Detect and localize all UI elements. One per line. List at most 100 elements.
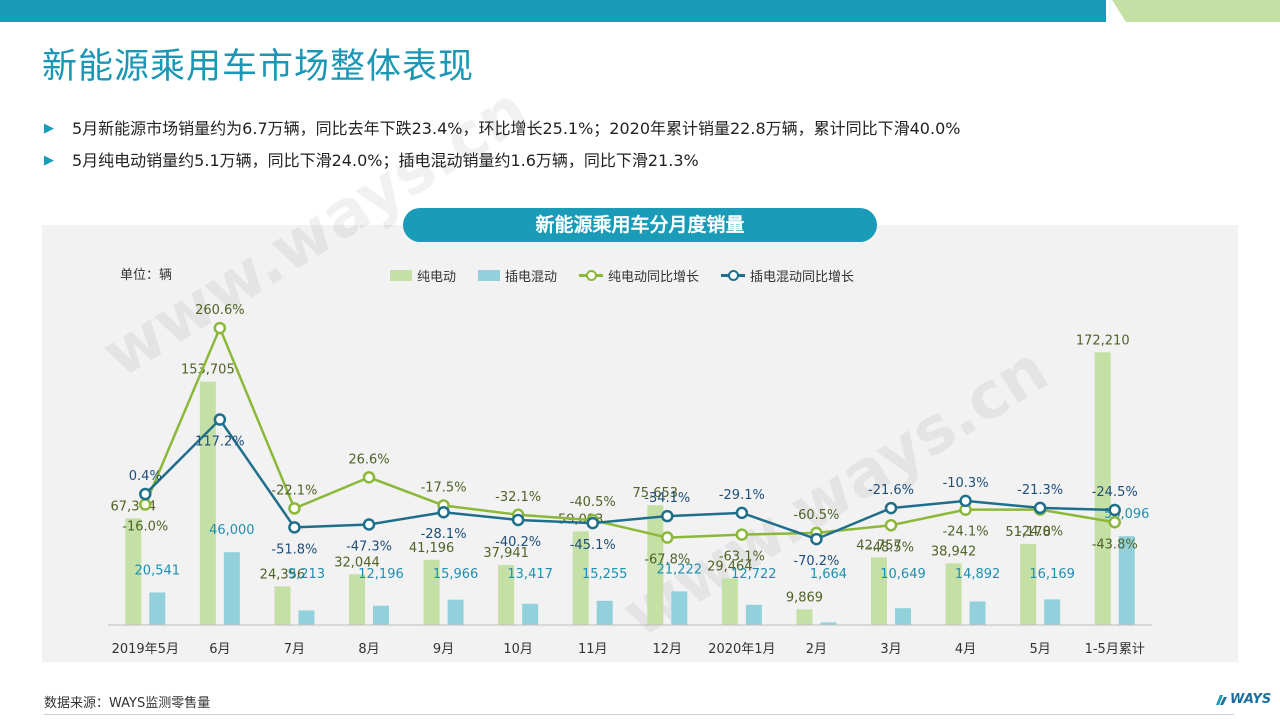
x-tick-label: 12月 [653, 642, 683, 657]
summary-bullet: ▶ 5月纯电动销量约5.1万辆，同比下滑24.0%；插电混动销量约1.6万辆，同… [44, 149, 960, 181]
bar-bev-label: 172,210 [1076, 333, 1130, 348]
x-tick-label: 9月 [433, 642, 454, 657]
bar-phev-label: 12,196 [358, 567, 404, 582]
x-tick-label: 2月 [806, 642, 827, 657]
bev-growth-point [884, 519, 898, 532]
bar-bev-label: 51,178 [1005, 525, 1051, 540]
legend-swatch-phev [478, 269, 501, 281]
data-source: 数据来源：WAYS监测零售量 [44, 696, 211, 711]
bev-growth-label: -24.1% [943, 525, 989, 540]
bar-bev-label: 24,356 [260, 567, 306, 582]
phev-growth-point [661, 509, 674, 523]
bar-bev-label: 9,869 [786, 590, 823, 605]
bev-growth-label: -67.8% [644, 553, 690, 568]
phev-growth-point [139, 487, 152, 501]
ways-logo: WAYS [1214, 692, 1271, 707]
summary-bullet: ▶ 5月新能源市场销量约为6.7万辆，同比去年下跌23.4%，环比增长25.1%… [44, 117, 960, 149]
bar-bev [349, 574, 365, 625]
bar-bev [871, 557, 887, 625]
bar-bev [1020, 543, 1037, 625]
ways-logo-icon [1216, 694, 1227, 705]
phev-growth-point [586, 516, 599, 530]
chart-title: 新能源乘用车分月度销量 [403, 208, 877, 242]
phev-growth-label: 0.4% [129, 469, 162, 484]
triangle-right-icon: ▶ [44, 153, 54, 168]
phev-growth-point [288, 521, 301, 534]
legend-item-bev-bar: 纯电动 [390, 266, 456, 285]
summary-bullets: ▶ 5月新能源市场销量约为6.7万辆，同比去年下跌23.4%，环比增长25.1%… [44, 117, 960, 181]
x-tick-label: 2019年5月 [112, 642, 179, 657]
bar-bev [796, 609, 813, 625]
legend-label-phev: 插电混动 [505, 269, 558, 285]
triangle-right-icon: ▶ [44, 121, 54, 136]
phev-growth-label: -21.3% [1017, 483, 1063, 498]
bar-phev-label: 20,541 [135, 563, 181, 578]
legend-line-phev-growth [721, 269, 746, 281]
bev-growth-label: -43.8% [1092, 537, 1138, 552]
bev-growth-label: -63.1% [719, 550, 765, 565]
bar-phev [596, 600, 613, 625]
bev-growth-label: -22.1% [271, 483, 317, 498]
bev-growth-label: -48.5% [868, 540, 914, 555]
bev-growth-label: -24.0% [1017, 525, 1063, 540]
bar-bev-label: 38,942 [931, 544, 977, 559]
phev-growth-label: -47.3% [346, 539, 392, 554]
bev-growth-point [362, 471, 376, 484]
summary-bullet-text: 5月新能源市场销量约为6.7万辆，同比去年下跌23.4%，环比增长25.1%；2… [72, 119, 961, 138]
bev-growth-point [213, 321, 227, 335]
bar-phev [745, 604, 762, 625]
bar-bev [274, 586, 291, 625]
phev-growth-label: -51.8% [271, 542, 317, 557]
bar-bev-label: 32,044 [334, 555, 380, 570]
bar-phev-label: 9,213 [288, 567, 325, 582]
bar-phev [373, 605, 389, 625]
phev-growth-label: 117.2% [195, 435, 245, 450]
ways-logo-text: WAYS [1230, 692, 1272, 707]
x-tick-label: 7月 [284, 642, 305, 657]
bar-phev-label: 15,966 [433, 567, 479, 582]
bar-bev [721, 578, 738, 625]
x-tick-label: 5月 [1030, 642, 1051, 657]
bev-growth-point [1108, 516, 1121, 529]
bar-phev [522, 603, 539, 625]
bar-bev-label: 75,653 [633, 486, 679, 501]
bar-phev [223, 552, 240, 625]
phev-growth-point [362, 518, 376, 531]
x-tick-label: 1-5月累计 [1085, 642, 1145, 657]
phev-growth-label: -10.3% [943, 476, 989, 491]
x-tick-label: 10月 [503, 642, 533, 657]
legend-swatch-bev [390, 269, 412, 281]
phev-growth-point [511, 513, 525, 527]
bar-phev-label: 12,722 [731, 567, 777, 582]
x-tick-label: 2020年1月 [708, 642, 775, 657]
phev-growth-label: -21.6% [868, 483, 914, 498]
bar-bev-label: 41,196 [409, 541, 455, 556]
bar-bev-label: 29,464 [707, 559, 753, 574]
bar-phev [1044, 599, 1061, 625]
bar-phev [895, 608, 911, 625]
legend-label-bev-growth: 纯电动同比增长 [608, 269, 700, 285]
bev-growth-point [661, 531, 674, 544]
bar-bev-label: 42,757 [856, 538, 902, 553]
phev-growth-point [1033, 501, 1047, 515]
bar-bev [572, 531, 589, 625]
legend-line-bev-growth [579, 269, 604, 281]
phev-growth-label: -29.1% [719, 488, 765, 503]
bar-phev [820, 622, 837, 625]
bev-growth-label: -17.5% [421, 480, 467, 495]
x-tick-label: 6月 [209, 642, 230, 657]
phev-growth-point [735, 506, 749, 520]
legend-label-phev-growth: 插电混动同比增长 [750, 269, 855, 285]
x-tick-label: 4月 [955, 642, 976, 657]
bev-growth-label: -32.1% [495, 490, 541, 505]
phev-growth-line [144, 417, 1115, 541]
bar-phev [1118, 536, 1135, 625]
legend-item-phev-growth: 插电混动同比增长 [721, 266, 854, 285]
bar-phev-label: 46,000 [209, 523, 255, 538]
bar-bev-label: 153,705 [181, 363, 235, 378]
bar-phev-label: 13,417 [507, 567, 553, 582]
bar-bev [199, 381, 216, 625]
footer-divider [44, 714, 1234, 715]
phev-growth-label: -40.2% [495, 535, 541, 550]
bar-phev-label: 10,649 [880, 567, 926, 582]
